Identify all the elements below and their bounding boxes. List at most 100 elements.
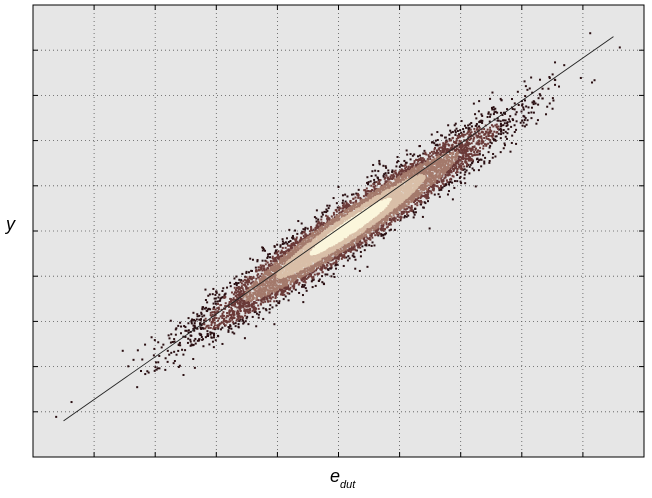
data-point <box>433 169 436 172</box>
data-point <box>204 288 207 291</box>
data-point <box>313 233 316 236</box>
data-point <box>257 313 260 316</box>
data-point <box>304 287 307 290</box>
data-point <box>326 268 329 271</box>
data-point <box>221 321 224 324</box>
data-point <box>502 147 505 150</box>
data-point <box>423 173 426 176</box>
data-point <box>474 132 477 135</box>
data-point <box>214 308 217 311</box>
data-point <box>413 213 416 216</box>
data-point <box>427 196 430 199</box>
data-point <box>196 339 199 342</box>
data-point <box>398 165 401 168</box>
data-point <box>362 236 365 239</box>
data-point <box>212 326 215 329</box>
data-point <box>184 329 187 332</box>
data-point <box>532 100 535 103</box>
data-point <box>277 268 280 271</box>
data-point <box>433 150 436 153</box>
data-point <box>268 269 271 272</box>
data-point <box>233 298 236 301</box>
data-point <box>446 193 449 196</box>
data-point <box>240 282 243 285</box>
data-point <box>459 171 462 174</box>
data-point <box>416 155 419 158</box>
data-point <box>294 229 297 232</box>
data-point <box>325 259 328 262</box>
data-point <box>492 152 495 155</box>
data-point <box>280 259 283 262</box>
data-point <box>428 165 431 168</box>
data-point <box>348 205 351 208</box>
data-point <box>489 145 492 148</box>
data-point <box>494 107 497 110</box>
data-point <box>455 170 458 173</box>
data-point <box>236 301 239 304</box>
data-point <box>366 237 369 240</box>
data-point <box>273 258 276 261</box>
data-point <box>579 76 582 79</box>
data-point <box>276 251 279 254</box>
data-point <box>340 257 343 260</box>
data-point <box>256 274 259 277</box>
data-point <box>278 258 281 261</box>
data-point <box>296 232 299 235</box>
data-point <box>264 300 267 303</box>
data-point <box>473 153 476 156</box>
data-point <box>551 107 554 110</box>
data-point <box>325 257 328 260</box>
data-point <box>535 122 538 125</box>
data-point <box>374 169 377 172</box>
data-point <box>237 323 240 326</box>
data-point <box>492 113 495 116</box>
data-point <box>495 135 498 138</box>
data-point <box>303 231 306 234</box>
data-point <box>385 226 388 229</box>
data-point <box>430 169 433 172</box>
data-point <box>321 264 324 267</box>
data-point <box>261 264 264 267</box>
data-point <box>259 280 262 283</box>
data-point <box>395 165 398 168</box>
data-point <box>422 195 425 198</box>
data-point <box>541 97 544 100</box>
data-point <box>429 182 432 185</box>
data-point <box>438 189 441 192</box>
data-point <box>399 207 402 210</box>
data-point <box>182 373 185 376</box>
data-point <box>429 179 432 182</box>
data-point <box>392 176 395 179</box>
data-point <box>471 145 474 148</box>
data-point <box>445 179 448 182</box>
data-point <box>354 267 357 270</box>
data-point <box>296 245 299 248</box>
data-point <box>281 238 284 241</box>
data-point <box>352 252 355 255</box>
data-point <box>331 258 334 261</box>
data-point <box>459 147 462 150</box>
data-point <box>459 129 462 132</box>
data-point <box>464 152 467 155</box>
data-point <box>286 291 289 294</box>
data-point <box>290 279 293 282</box>
data-point <box>136 349 139 352</box>
data-point <box>488 120 491 123</box>
data-point <box>427 188 430 191</box>
data-point <box>506 108 509 111</box>
data-point <box>387 169 390 172</box>
data-point <box>195 318 198 321</box>
data-point <box>414 211 417 214</box>
data-point <box>356 205 359 208</box>
data-point <box>378 182 381 185</box>
data-point <box>353 205 356 208</box>
data-point <box>393 228 396 231</box>
data-point <box>252 301 255 304</box>
data-point <box>513 108 516 111</box>
data-point <box>365 187 368 190</box>
data-point <box>536 119 539 122</box>
data-point <box>198 314 201 317</box>
data-point <box>259 299 262 302</box>
data-point <box>364 193 367 196</box>
data-point <box>426 200 429 203</box>
